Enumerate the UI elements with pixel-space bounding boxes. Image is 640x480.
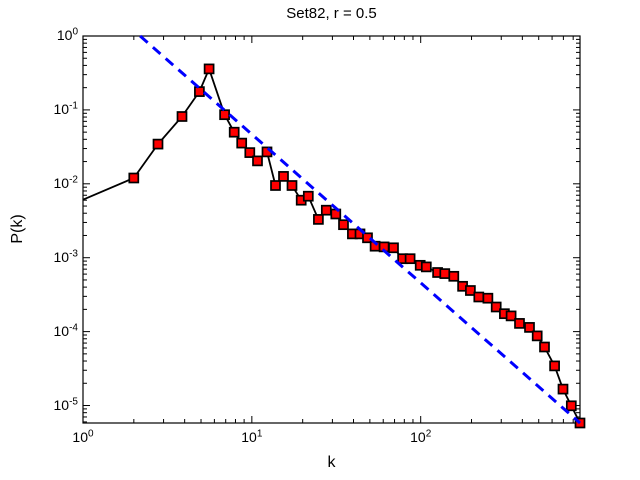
y-tick-label: 10-1: [53, 100, 78, 117]
data-point-marker: [302, 190, 314, 202]
x-tick-label: 100: [72, 428, 94, 445]
data-point-marker: [203, 63, 215, 75]
data-point-marker: [539, 341, 550, 353]
data-point-marker: [194, 86, 205, 97]
y-tick-label: 10-4: [53, 321, 78, 339]
data-point-marker: [549, 360, 560, 372]
data-series-line: [82, 68, 581, 424]
data-point-marker: [128, 172, 140, 184]
data-point-marker: [236, 137, 248, 149]
data-point-marker: [448, 270, 460, 282]
data-point-marker: [420, 261, 432, 273]
data-point-marker: [270, 180, 281, 191]
data-point-marker: [404, 253, 416, 265]
data-point-marker: [531, 330, 543, 342]
data-point-marker: [388, 242, 399, 254]
x-tick-label: 102: [410, 428, 432, 445]
chart-title: Set82, r = 0.5: [286, 5, 377, 22]
y-axis-label: P(k): [9, 214, 26, 244]
data-point-marker: [565, 400, 577, 412]
data-point-marker: [320, 204, 332, 216]
data-point-marker: [362, 232, 373, 244]
axes-box: [82, 35, 581, 424]
data-point-marker: [244, 147, 256, 158]
data-point-marker: [473, 291, 485, 303]
data-point-marker: [557, 383, 569, 395]
data-point-marker: [514, 318, 525, 329]
data-point-marker: [278, 171, 289, 182]
y-tick-label: 10-2: [53, 174, 78, 191]
y-tick-label: 10-3: [53, 248, 78, 265]
data-point-marker: [490, 301, 502, 313]
data-point-marker: [465, 285, 476, 296]
data-point-marker: [482, 292, 494, 304]
x-tick-label: 101: [241, 428, 263, 445]
data-point-marker: [524, 322, 535, 333]
y-tick-label: 10-5: [53, 395, 78, 413]
y-tick-label: 100: [56, 26, 78, 43]
data-point-marker: [152, 138, 164, 150]
data-point-marker: [313, 214, 324, 225]
x-axis-label: k: [327, 454, 336, 471]
data-point-marker: [228, 126, 240, 138]
data-point-marker: [176, 111, 188, 122]
reference-line: [139, 34, 581, 425]
data-point-marker: [286, 180, 298, 191]
data-point-marker: [338, 219, 349, 231]
data-point-marker: [219, 109, 230, 121]
data-point-marker: [505, 310, 517, 322]
data-point-marker: [439, 268, 451, 279]
data-point-marker: [252, 155, 263, 167]
